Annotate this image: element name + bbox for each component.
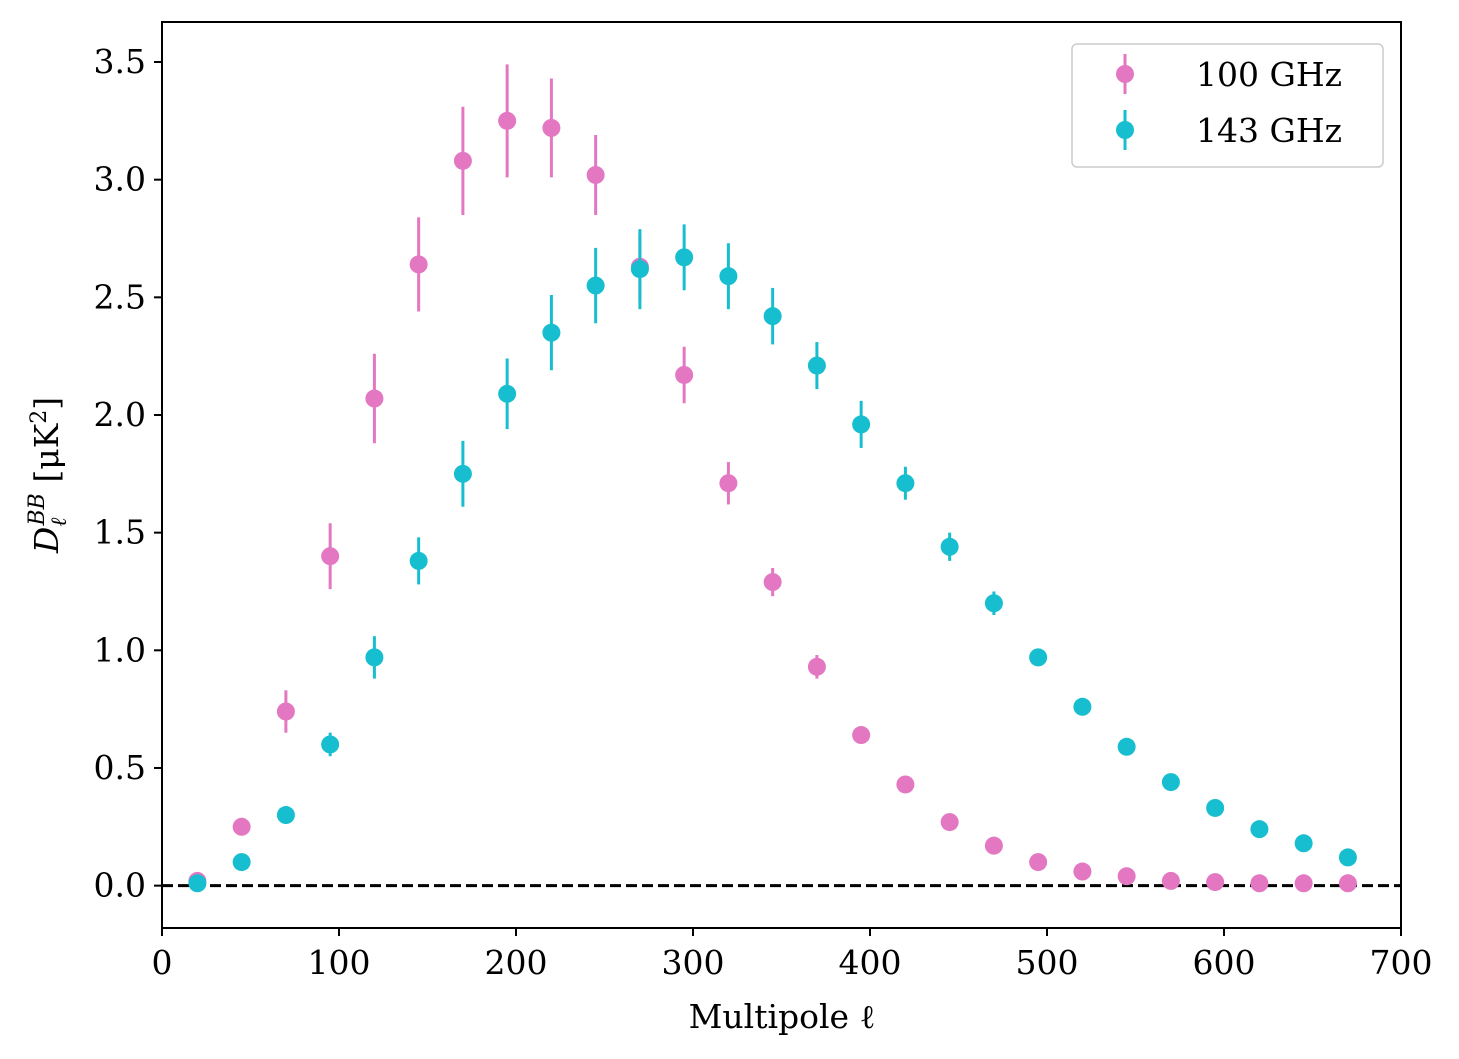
data-point-100ghz [675, 365, 694, 384]
data-point-100ghz [1073, 862, 1092, 881]
data-point-100ghz [232, 817, 251, 836]
data-point-100ghz [1161, 871, 1180, 890]
y-axis-label-subscript: ℓ [47, 517, 72, 527]
legend-label-143ghz: 143 GHz [1196, 111, 1342, 150]
data-point-100ghz [984, 836, 1003, 855]
legend: 100 GHz 143 GHz [1071, 43, 1384, 168]
x-axis-label: Multipole ℓ [689, 997, 876, 1036]
data-point-143ghz [365, 648, 384, 667]
y-axis-label-unit-sup: 2 [27, 410, 52, 424]
y-tick-label: 0.0 [94, 866, 146, 905]
plot-area [162, 64, 1401, 893]
data-point-100ghz [1206, 873, 1225, 892]
data-point-100ghz [586, 165, 605, 184]
data-point-100ghz [276, 702, 295, 721]
plot-frame [161, 21, 1402, 929]
y-tick-label: 1.5 [94, 513, 146, 552]
data-point-143ghz [276, 806, 295, 825]
data-point-143ghz [1250, 820, 1269, 839]
data-point-143ghz [1117, 737, 1136, 756]
data-point-100ghz [763, 573, 782, 592]
data-point-143ghz [984, 594, 1003, 613]
y-axis-label-unit: [μK [27, 422, 66, 493]
y-axis-label-symbol: D [27, 527, 66, 554]
y-tick-label: 0.5 [94, 748, 146, 787]
data-point-143ghz [1161, 773, 1180, 792]
data-point-100ghz [453, 151, 472, 170]
data-point-100ghz [365, 389, 384, 408]
data-point-100ghz [1117, 867, 1136, 886]
data-point-143ghz [188, 874, 207, 893]
data-point-143ghz [1294, 834, 1313, 853]
y-tick-label: 2.5 [94, 277, 146, 316]
data-point-143ghz [409, 551, 428, 570]
data-point-143ghz [763, 307, 782, 326]
data-point-100ghz [1294, 874, 1313, 893]
x-tick-label: 300 [662, 943, 725, 982]
x-tick-label: 700 [1370, 943, 1433, 982]
data-point-143ghz [1206, 798, 1225, 817]
data-point-100ghz [321, 547, 340, 566]
data-point-100ghz [1029, 853, 1048, 872]
data-point-143ghz [586, 276, 605, 295]
legend-box [1071, 43, 1384, 168]
data-point-100ghz [498, 111, 517, 130]
data-point-100ghz [542, 118, 561, 137]
x-tick-label: 200 [485, 943, 548, 982]
data-point-100ghz [807, 657, 826, 676]
data-point-100ghz [719, 474, 738, 493]
y-axis-label-unit-close: ] [27, 397, 66, 410]
data-point-100ghz [940, 813, 959, 832]
data-point-143ghz [1338, 848, 1357, 867]
axes: 0 100 200 300 400 500 600 700 0.0 0.5 1.0 1.5 2.0 2.5… [94, 21, 1433, 982]
y-axis-label-superscript: BB [25, 493, 50, 526]
data-point-100ghz [896, 775, 915, 794]
data-point-143ghz [1073, 697, 1092, 716]
y-axis-label: DℓBB [μK2] [25, 397, 72, 554]
x-tick-label: 600 [1193, 943, 1256, 982]
data-point-143ghz [852, 415, 871, 434]
legend-item-143ghz: 143 GHz [1116, 110, 1342, 150]
data-point-143ghz [321, 735, 340, 754]
data-point-143ghz [542, 323, 561, 342]
y-tick-label: 3.0 [94, 160, 146, 199]
data-point-143ghz [498, 384, 517, 403]
y-tick-label: 1.0 [94, 630, 146, 669]
data-point-143ghz [453, 464, 472, 483]
y-tick-label: 3.5 [94, 42, 146, 81]
data-point-143ghz [675, 248, 694, 267]
data-point-143ghz [232, 853, 251, 872]
data-point-100ghz [1250, 874, 1269, 893]
x-tick-label: 0 [152, 943, 173, 982]
data-point-143ghz [719, 267, 738, 286]
x-tick-label: 500 [1016, 943, 1079, 982]
x-tick-label: 400 [839, 943, 902, 982]
y-tick-label: 2.0 [94, 395, 146, 434]
data-point-100ghz [409, 255, 428, 274]
legend-label-100ghz: 100 GHz [1196, 55, 1342, 94]
data-point-143ghz [630, 260, 649, 279]
x-tick-label: 100 [308, 943, 371, 982]
data-point-143ghz [1029, 648, 1048, 667]
data-point-143ghz [896, 474, 915, 493]
legend-marker-143ghz [1116, 121, 1134, 139]
data-point-143ghz [940, 537, 959, 556]
legend-marker-100ghz [1116, 65, 1134, 83]
data-point-100ghz [852, 726, 871, 745]
legend-item-100ghz: 100 GHz [1116, 54, 1342, 94]
data-point-100ghz [1338, 874, 1357, 893]
data-point-143ghz [807, 356, 826, 375]
